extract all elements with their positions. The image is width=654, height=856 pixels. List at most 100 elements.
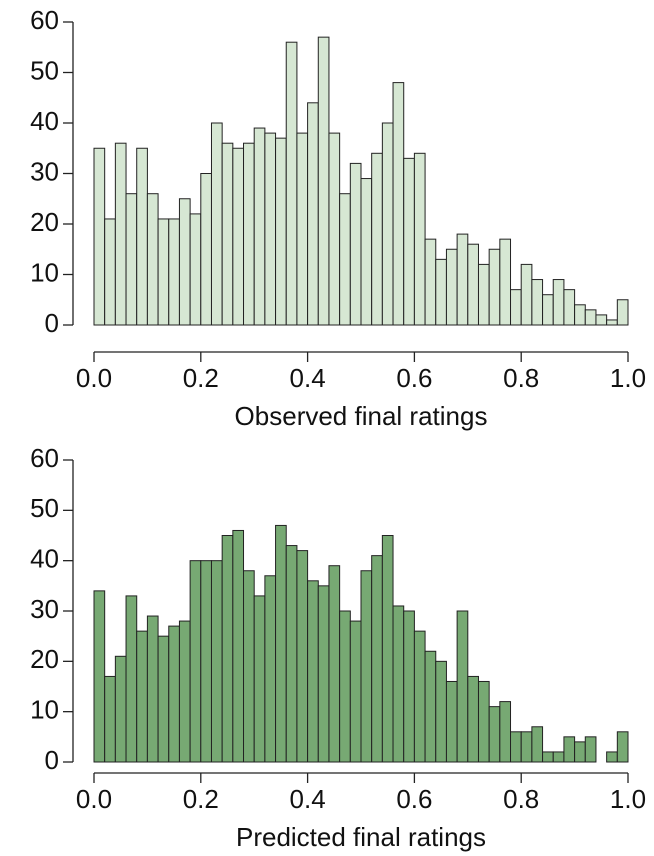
bar bbox=[510, 731, 522, 763]
bar bbox=[563, 289, 576, 326]
bar bbox=[510, 289, 522, 326]
bar bbox=[275, 524, 287, 763]
bar bbox=[168, 218, 180, 326]
bar bbox=[285, 41, 298, 326]
bar bbox=[349, 162, 362, 326]
bar bbox=[264, 575, 277, 763]
y-tick-label: 30 bbox=[30, 156, 59, 186]
bar bbox=[424, 238, 437, 326]
x-tick-label: 0.0 bbox=[76, 363, 112, 393]
bar bbox=[200, 560, 212, 763]
bar bbox=[403, 157, 415, 326]
bar bbox=[595, 314, 608, 326]
bar bbox=[264, 132, 277, 326]
bar bbox=[296, 550, 309, 763]
bar bbox=[307, 102, 319, 326]
y-tick-label: 40 bbox=[30, 106, 59, 136]
y-tick-label: 50 bbox=[30, 55, 59, 85]
bar bbox=[296, 132, 309, 326]
bar bbox=[467, 675, 479, 763]
bar bbox=[189, 560, 202, 763]
x-tick-label: 0.0 bbox=[76, 784, 112, 814]
bar bbox=[467, 243, 479, 326]
bar bbox=[136, 630, 148, 763]
x-tick-label: 1.0 bbox=[610, 784, 646, 814]
bar bbox=[360, 570, 373, 763]
bar bbox=[275, 137, 287, 326]
bar bbox=[488, 248, 501, 326]
bar bbox=[488, 706, 501, 763]
x-tick-label: 0.6 bbox=[396, 784, 432, 814]
bar bbox=[477, 680, 490, 763]
x-tick-label: 0.2 bbox=[183, 784, 219, 814]
bar bbox=[178, 198, 191, 326]
y-tick-label: 0 bbox=[45, 308, 59, 338]
x-axis-label: Observed final ratings bbox=[235, 401, 488, 431]
bar bbox=[328, 132, 341, 326]
x-tick-label: 0.4 bbox=[290, 363, 326, 393]
bar bbox=[307, 580, 319, 763]
bar bbox=[146, 193, 159, 326]
y-tick-label: 30 bbox=[30, 594, 59, 624]
bar bbox=[200, 173, 212, 326]
bar bbox=[125, 595, 138, 763]
y-tick-label: 20 bbox=[30, 644, 59, 674]
bar bbox=[93, 590, 106, 763]
bar bbox=[616, 299, 629, 326]
bar bbox=[221, 142, 234, 326]
bar bbox=[114, 142, 127, 326]
bar bbox=[381, 535, 394, 763]
bar bbox=[232, 147, 245, 326]
bar bbox=[552, 751, 565, 763]
bar bbox=[360, 178, 373, 326]
bar bbox=[424, 650, 437, 763]
x-axis-label: Predicted final ratings bbox=[236, 822, 486, 852]
bar bbox=[285, 545, 298, 763]
bar bbox=[104, 675, 116, 763]
x-tick-label: 1.0 bbox=[610, 363, 646, 393]
bar bbox=[445, 248, 458, 326]
bar bbox=[542, 294, 554, 326]
y-tick-label: 0 bbox=[45, 745, 59, 775]
y-tick-label: 20 bbox=[30, 207, 59, 237]
bar bbox=[114, 655, 127, 763]
bar bbox=[584, 309, 597, 326]
bar bbox=[243, 570, 255, 763]
bar bbox=[221, 535, 234, 763]
bar bbox=[574, 741, 586, 763]
x-tick-label: 0.2 bbox=[183, 363, 219, 393]
bar bbox=[574, 304, 586, 326]
bar bbox=[435, 660, 447, 763]
bar bbox=[371, 555, 383, 763]
y-tick-label: 50 bbox=[30, 493, 59, 523]
bar bbox=[456, 233, 469, 326]
bar bbox=[499, 238, 512, 326]
bar bbox=[392, 82, 405, 326]
bar bbox=[403, 610, 415, 763]
bar bbox=[552, 279, 565, 326]
bar bbox=[136, 147, 148, 326]
bar bbox=[349, 620, 362, 763]
bar bbox=[371, 152, 383, 326]
bar bbox=[520, 263, 533, 326]
bar bbox=[317, 36, 330, 326]
bar bbox=[93, 147, 106, 326]
bar bbox=[563, 736, 576, 763]
bar bbox=[146, 615, 159, 763]
bar bbox=[104, 218, 116, 326]
bar bbox=[157, 635, 170, 763]
bar bbox=[253, 127, 266, 326]
bar bbox=[243, 142, 255, 326]
bar bbox=[542, 751, 554, 763]
bar bbox=[168, 625, 180, 763]
y-tick-label: 10 bbox=[30, 257, 59, 287]
bar bbox=[584, 736, 597, 763]
bar bbox=[328, 565, 341, 763]
bar bbox=[606, 319, 618, 326]
bar bbox=[477, 263, 490, 326]
bar bbox=[317, 585, 330, 763]
bar bbox=[531, 726, 544, 763]
bar bbox=[381, 122, 394, 326]
y-tick-label: 10 bbox=[30, 695, 59, 725]
